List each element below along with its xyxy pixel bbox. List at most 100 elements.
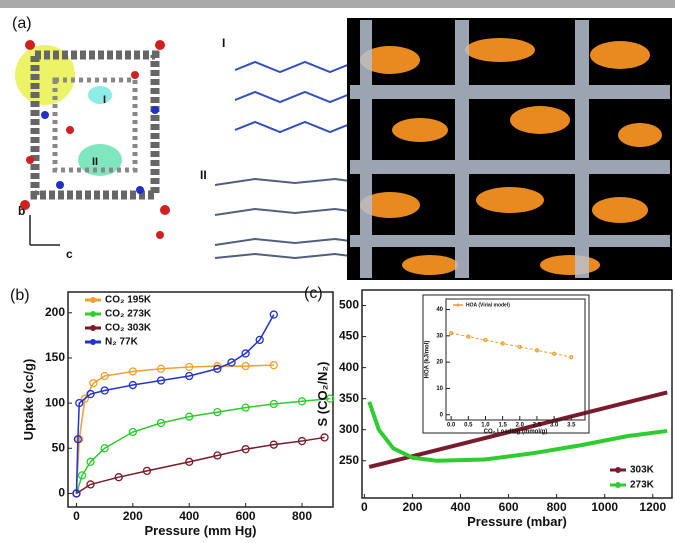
- site-label: II: [92, 156, 98, 168]
- axis-label: c: [66, 247, 73, 261]
- x-tick-label: 1.5: [498, 422, 507, 428]
- x-tick-label: 200: [402, 500, 422, 514]
- data-point: [86, 389, 95, 399]
- data-point: [297, 436, 307, 446]
- legend-label: 303K: [630, 465, 655, 476]
- data-point: [75, 398, 84, 408]
- data-point: [483, 337, 488, 343]
- x-tick-label: 2.0: [516, 422, 525, 428]
- legend-label: CO₂ 303K: [105, 323, 152, 334]
- data-point: [466, 334, 471, 339]
- x-tick-label: 800: [292, 509, 312, 523]
- plot-frame: [361, 289, 673, 499]
- legend-label: CO₂ 195K: [105, 295, 152, 306]
- data-point: [128, 367, 137, 376]
- x-tick-label: 600: [236, 509, 256, 523]
- y-tick-label: 450: [339, 329, 359, 343]
- y-tick-label: 30: [436, 333, 443, 339]
- data-point: [185, 362, 194, 372]
- y-tick-label: 300: [339, 422, 359, 436]
- data-point: [86, 480, 95, 489]
- y-tick-label: 10: [436, 386, 443, 392]
- data-point: [269, 310, 278, 319]
- y-tick-label: 40: [436, 307, 443, 313]
- data-point: [185, 457, 194, 466]
- data-point: [269, 399, 278, 409]
- data-point: [500, 341, 505, 346]
- x-axis-title: Pressure (mm Hg): [145, 523, 257, 538]
- data-point: [213, 451, 222, 460]
- data-point: [100, 444, 109, 453]
- x-axis-title: CO₂ Loading (mmol/g): [484, 429, 548, 435]
- x-tick-label: 1.0: [481, 422, 490, 428]
- site-label: I: [103, 94, 106, 106]
- data-point: [80, 394, 90, 403]
- data-point: [551, 351, 557, 356]
- y-tick-label: 50: [52, 440, 66, 454]
- data-point: [156, 418, 166, 428]
- legend-label: N₂ 77K: [105, 337, 139, 348]
- data-point: [156, 376, 166, 385]
- molecule-image: [214, 60, 366, 260]
- data-point: [77, 471, 87, 480]
- data-point: [241, 361, 250, 371]
- series-line: [451, 332, 572, 358]
- panel-label: (c): [304, 285, 323, 302]
- packing-image: [347, 18, 672, 280]
- legend-label: HOA (Virial model): [466, 302, 510, 308]
- x-tick-label: 1200: [639, 500, 666, 514]
- data-point: [241, 445, 250, 454]
- x-tick-label: 0: [361, 500, 368, 514]
- data-point: [185, 371, 194, 381]
- x-tick-label: 400: [451, 500, 471, 514]
- x-tick-label: 600: [499, 500, 519, 514]
- data-point: [114, 473, 123, 482]
- y-tick-label: 0: [440, 412, 444, 418]
- x-tick-label: 3.0: [550, 422, 559, 428]
- data-point: [86, 457, 95, 466]
- y-tick-label: 500: [339, 298, 359, 312]
- data-point: [213, 364, 222, 373]
- x-tick-label: 0: [73, 509, 80, 523]
- x-tick-label: 1000: [591, 500, 618, 514]
- legend-marker: [90, 325, 96, 331]
- site-label: I: [222, 36, 225, 50]
- legend-marker: [615, 467, 621, 473]
- data-point: [269, 440, 278, 449]
- panel-label: (b): [10, 287, 30, 304]
- legend-marker: [456, 303, 460, 307]
- legend-label: CO₂ 273K: [105, 309, 152, 320]
- y-tick-label: 200: [45, 305, 65, 319]
- data-point: [297, 397, 307, 406]
- data-point: [100, 371, 109, 381]
- data-point: [534, 348, 540, 353]
- data-point: [213, 361, 222, 371]
- data-point: [128, 427, 137, 437]
- inset-frame: [422, 294, 590, 434]
- x-tick-label: 0.5: [464, 422, 473, 428]
- legend-marker: [90, 311, 96, 317]
- data-point: [269, 361, 278, 370]
- x-tick-label: 3.5: [567, 422, 576, 428]
- series-line: [76, 436, 325, 495]
- data-point: [89, 379, 98, 388]
- data-point: [100, 386, 109, 395]
- data-point: [185, 412, 194, 421]
- x-tick-label: 2.5: [533, 422, 542, 428]
- y-tick-label: 100: [45, 395, 65, 409]
- data-point: [73, 435, 83, 444]
- data-point: [320, 433, 329, 442]
- data-point: [569, 354, 574, 360]
- data-point: [128, 380, 137, 390]
- legend-marker: [615, 482, 621, 488]
- series-line: [75, 397, 331, 494]
- series-line: [367, 401, 668, 463]
- x-tick-label: 400: [179, 509, 199, 523]
- x-tick-label: 800: [547, 500, 567, 514]
- y-tick-label: 350: [339, 391, 359, 405]
- panel-label: (a): [12, 15, 32, 32]
- data-point: [326, 394, 335, 403]
- data-point: [517, 344, 522, 350]
- legend-marker: [90, 339, 96, 345]
- data-point: [241, 403, 250, 412]
